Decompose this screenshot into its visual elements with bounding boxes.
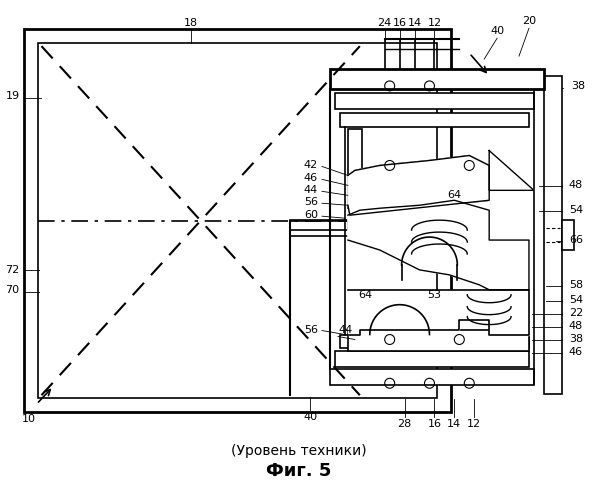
Text: 54: 54	[569, 205, 583, 215]
Text: 19: 19	[5, 91, 20, 101]
Text: 64: 64	[358, 290, 372, 300]
Text: 46: 46	[569, 348, 583, 358]
Text: 24: 24	[377, 18, 392, 28]
Text: 53: 53	[428, 290, 441, 300]
Text: 48: 48	[569, 180, 583, 190]
Text: (Уровень техники): (Уровень техники)	[231, 444, 367, 458]
Text: 48: 48	[569, 320, 583, 330]
Bar	[330, 69, 544, 89]
Polygon shape	[348, 156, 489, 215]
Bar	[348, 128, 362, 208]
Text: 14: 14	[447, 419, 461, 429]
Text: 66: 66	[569, 235, 583, 245]
Text: 56: 56	[304, 324, 318, 334]
Text: Фиг. 5: Фиг. 5	[267, 462, 332, 480]
Text: 46: 46	[304, 174, 318, 184]
Bar	[38, 43, 437, 398]
Text: 56: 56	[304, 198, 318, 207]
Text: 54: 54	[569, 294, 583, 304]
Text: 38: 38	[571, 81, 585, 91]
Text: 12: 12	[428, 18, 441, 28]
Text: 12: 12	[467, 419, 482, 429]
Text: 16: 16	[392, 18, 407, 28]
Text: 44: 44	[304, 186, 318, 196]
Bar	[562, 220, 574, 250]
Polygon shape	[348, 290, 529, 335]
Bar	[330, 370, 534, 385]
Polygon shape	[489, 150, 534, 190]
Bar	[544, 76, 562, 394]
Text: 28: 28	[398, 419, 412, 429]
Bar	[335, 93, 534, 109]
Text: 58: 58	[569, 280, 583, 290]
Text: 64: 64	[447, 190, 461, 200]
Text: 40: 40	[490, 26, 504, 36]
Bar	[335, 352, 529, 368]
Bar	[290, 220, 348, 230]
Polygon shape	[348, 200, 529, 290]
Bar	[340, 113, 529, 126]
Text: 20: 20	[522, 16, 536, 26]
Text: 14: 14	[407, 18, 422, 28]
Text: 44: 44	[338, 324, 352, 334]
Text: 38: 38	[569, 334, 583, 344]
Text: 72: 72	[5, 265, 20, 275]
Text: 16: 16	[428, 419, 441, 429]
Bar	[348, 330, 529, 351]
Text: 18: 18	[184, 18, 198, 28]
Bar	[23, 29, 452, 412]
Text: 40: 40	[303, 412, 317, 422]
Text: 70: 70	[5, 285, 20, 295]
Text: 22: 22	[569, 308, 583, 318]
Text: 10: 10	[22, 414, 35, 424]
Text: 60: 60	[304, 210, 318, 220]
Text: 42: 42	[304, 160, 318, 170]
Bar	[340, 334, 529, 348]
